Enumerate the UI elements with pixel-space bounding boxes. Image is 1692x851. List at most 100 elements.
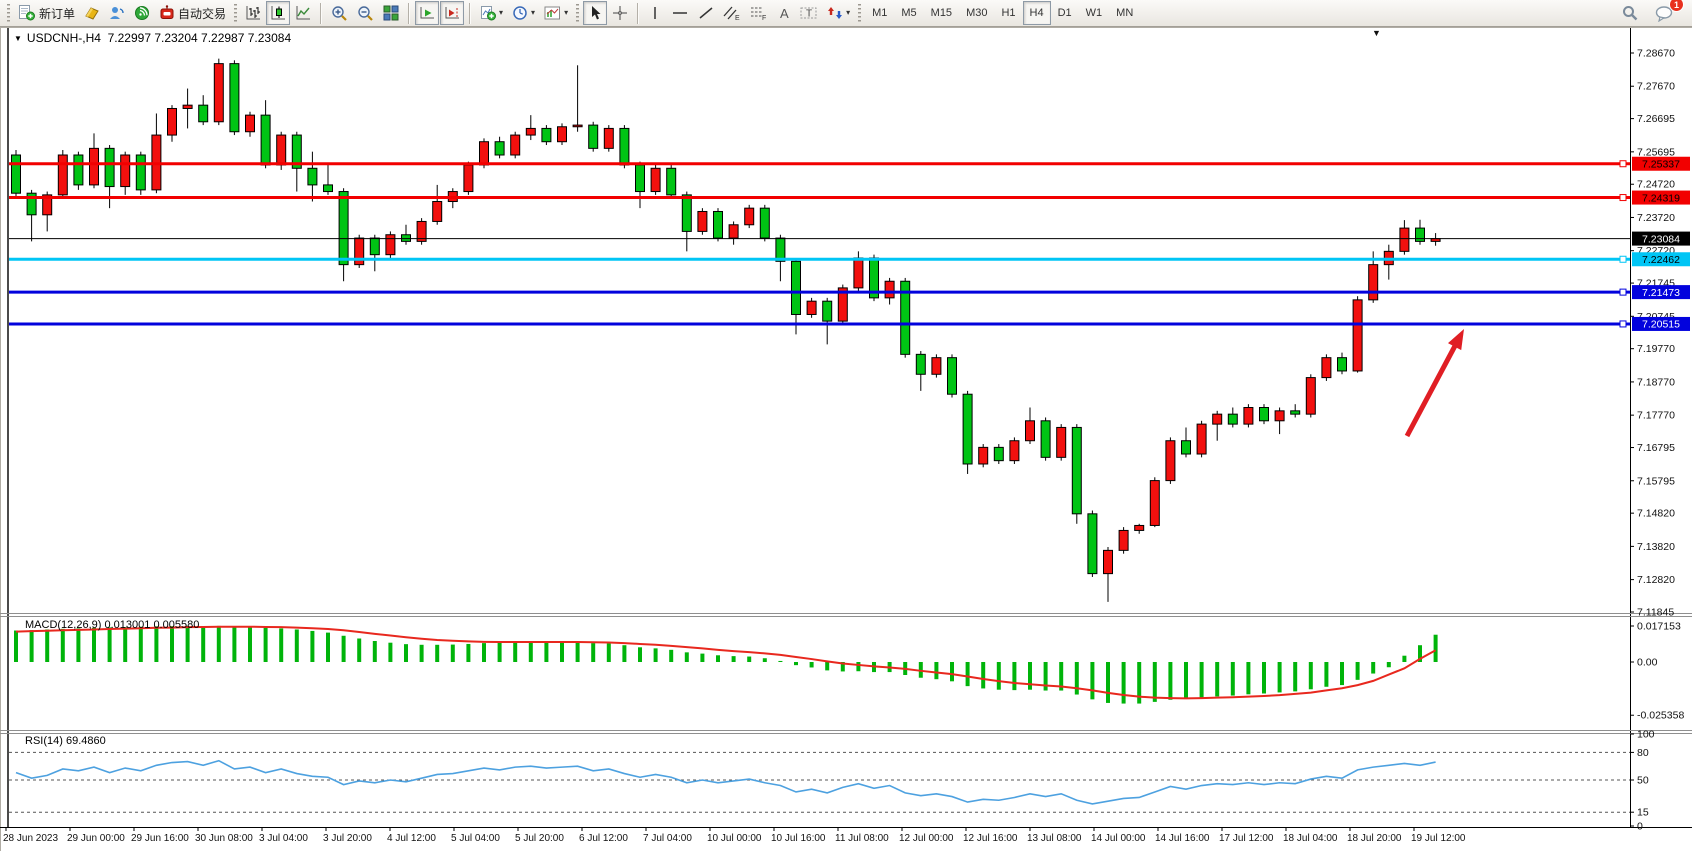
svg-text:7.24319: 7.24319 <box>1642 192 1680 204</box>
timeframe-h1[interactable]: H1 <box>1001 7 1016 19</box>
timeframe-m30[interactable]: M30 <box>966 7 988 19</box>
dropdown-caret: ▾ <box>846 8 851 17</box>
text-label-button[interactable]: T <box>796 1 822 25</box>
svg-text:7.18770: 7.18770 <box>1637 376 1675 388</box>
new-order-button[interactable]: 新订单 <box>14 1 79 25</box>
vertical-line-button[interactable] <box>644 1 666 25</box>
vertical-line-icon <box>654 7 656 19</box>
svg-text:7.25337: 7.25337 <box>1642 159 1680 171</box>
auto-scroll-button[interactable] <box>415 1 440 25</box>
chart-shift-icon <box>445 7 460 19</box>
svg-text:12 Jul 16:00: 12 Jul 16:00 <box>963 833 1018 844</box>
svg-text:7 Jul 04:00: 7 Jul 04:00 <box>643 833 692 844</box>
autotrading-label: 自动交易 <box>178 6 227 21</box>
toolbar-separator <box>408 2 411 24</box>
cursor-button[interactable] <box>583 1 608 25</box>
chart-symbol-period: USDCNH-,H4 <box>26 31 101 45</box>
arrows-icon <box>828 7 843 19</box>
trendline-button[interactable] <box>694 1 718 25</box>
trend-arrow-annotation[interactable] <box>1404 329 1464 438</box>
signals-icon <box>110 7 124 19</box>
timeframe-h4[interactable]: H4 <box>1022 1 1051 25</box>
market-button[interactable] <box>80 1 104 25</box>
zoom-out-button[interactable] <box>353 1 378 25</box>
new-order-label: 新订单 <box>39 6 76 21</box>
templates-button[interactable]: ▾ <box>540 1 572 25</box>
arrows-button[interactable]: ▾ <box>823 1 854 25</box>
chart-candles-button[interactable] <box>266 1 291 25</box>
zoom-in-icon <box>332 5 347 21</box>
crosshair-button[interactable] <box>608 1 632 25</box>
svg-text:19 Jul 12:00: 19 Jul 12:00 <box>1411 833 1466 844</box>
timeframe-m15[interactable]: M15 <box>930 7 953 19</box>
text-label-icon: T <box>800 7 817 20</box>
horizontal-line-button[interactable] <box>667 1 693 25</box>
search-icon <box>1623 6 1638 21</box>
news-icon <box>135 6 150 20</box>
svg-text:17 Jul 12:00: 17 Jul 12:00 <box>1219 833 1274 844</box>
svg-text:7.25695: 7.25695 <box>1637 146 1675 158</box>
indicators-button[interactable]: ▾ <box>476 1 507 25</box>
svg-text:F: F <box>762 15 766 21</box>
chart-shift-button[interactable] <box>440 1 465 25</box>
svg-text:10 Jul 16:00: 10 Jul 16:00 <box>771 833 826 844</box>
group-drag-handle[interactable] <box>234 4 238 22</box>
chat-icon <box>1655 5 1673 22</box>
svg-text:7.20515: 7.20515 <box>1642 319 1680 331</box>
timeframe-d1[interactable]: D1 <box>1057 7 1072 19</box>
autotrading-icon <box>160 5 174 19</box>
svg-text:80: 80 <box>1637 747 1649 759</box>
chart-line-button[interactable] <box>291 1 315 25</box>
timeframe-m5[interactable]: M5 <box>901 7 917 19</box>
fibonacci-button[interactable]: F <box>746 1 772 25</box>
toolbar-separator <box>320 2 323 24</box>
svg-text:29 Jun 00:00: 29 Jun 00:00 <box>67 833 125 844</box>
tile-windows-button[interactable] <box>379 1 403 25</box>
chart-shift-marker-icon[interactable]: ▼ <box>1372 28 1381 38</box>
toolbar-drag-handle[interactable] <box>7 4 10 22</box>
timeframe-m1[interactable]: M1 <box>872 7 888 19</box>
cursor-icon <box>592 6 601 20</box>
search-button[interactable] <box>1617 1 1643 25</box>
svg-text:18 Jul 20:00: 18 Jul 20:00 <box>1347 833 1402 844</box>
zoom-in-button[interactable] <box>327 1 352 25</box>
svg-text:4 Jul 12:00: 4 Jul 12:00 <box>387 833 436 844</box>
timeframe-mn[interactable]: MN <box>1116 7 1134 19</box>
toolbar-right-group: 1 <box>1617 0 1688 25</box>
signals-button[interactable] <box>105 1 129 25</box>
price-axis: 7.28670 7.27670 7.26695 7.25695 7.24720 7.237… <box>1630 48 1675 619</box>
chart-menu-triangle-icon[interactable]: ▼ <box>14 34 22 43</box>
svg-text:3 Jul 04:00: 3 Jul 04:00 <box>259 833 308 844</box>
svg-text:7.13820: 7.13820 <box>1637 541 1675 553</box>
chart-bars-button[interactable] <box>241 1 265 25</box>
svg-text:7.28670: 7.28670 <box>1637 48 1675 60</box>
timeframe-w1[interactable]: W1 <box>1085 7 1103 19</box>
svg-text:5 Jul 20:00: 5 Jul 20:00 <box>515 833 564 844</box>
svg-text:10 Jul 00:00: 10 Jul 00:00 <box>707 833 762 844</box>
templates-icon <box>544 6 561 20</box>
rsi-panel: 100 80 50 15 0 <box>9 729 1655 833</box>
chat-button[interactable]: 1 <box>1651 0 1684 25</box>
svg-text:7.23084: 7.23084 <box>1642 233 1680 245</box>
news-button[interactable] <box>130 1 154 25</box>
tile-windows-icon <box>383 5 399 21</box>
group-drag-handle[interactable] <box>858 4 862 22</box>
fibonacci-icon: F <box>751 7 766 21</box>
svg-text:7.27670: 7.27670 <box>1637 81 1675 93</box>
svg-text:29 Jun 16:00: 29 Jun 16:00 <box>131 833 189 844</box>
svg-text:100: 100 <box>1637 729 1655 741</box>
svg-text:7.23720: 7.23720 <box>1637 212 1675 224</box>
autotrading-button[interactable]: 自动交易 <box>155 1 230 25</box>
equidistant-channel-button[interactable]: E <box>719 1 745 25</box>
group-drag-handle[interactable] <box>576 4 580 22</box>
chart-title: ▼ USDCNH-,H4 7.22997 7.23204 7.22987 7.23… <box>14 31 291 45</box>
horizontal-lines: 7.25337 7.24319 7.23084 7.22462 7.21473 7.205… <box>9 156 1690 331</box>
svg-text:7.19770: 7.19770 <box>1637 343 1675 355</box>
text-button[interactable]: A <box>773 1 795 25</box>
trendline-icon <box>699 7 713 19</box>
zoom-out-icon <box>358 5 373 21</box>
periods-button[interactable]: ▾ <box>508 1 539 25</box>
macd-signal-value: 0.005580 <box>153 619 200 631</box>
svg-text:E: E <box>735 15 740 21</box>
